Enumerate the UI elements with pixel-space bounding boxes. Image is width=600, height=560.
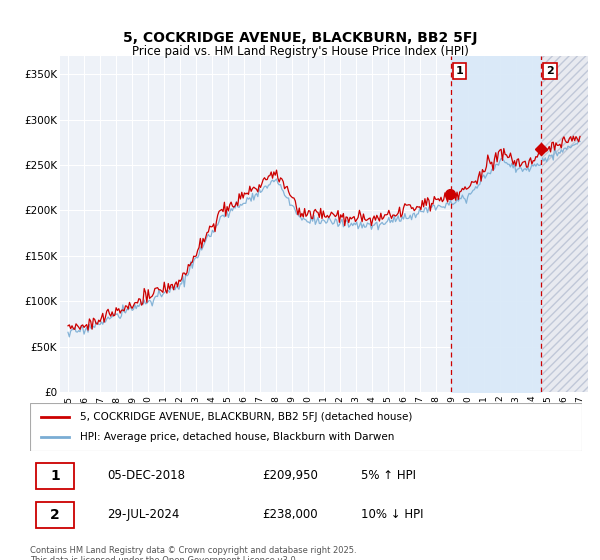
Text: 05-DEC-2018: 05-DEC-2018: [107, 469, 185, 482]
Text: £209,950: £209,950: [262, 469, 318, 482]
Text: 1: 1: [50, 469, 60, 483]
Text: 10% ↓ HPI: 10% ↓ HPI: [361, 508, 424, 521]
Text: £238,000: £238,000: [262, 508, 317, 521]
Text: HPI: Average price, detached house, Blackburn with Darwen: HPI: Average price, detached house, Blac…: [80, 432, 394, 442]
Text: Contains HM Land Registry data © Crown copyright and database right 2025.
This d: Contains HM Land Registry data © Crown c…: [30, 546, 356, 560]
Text: 2: 2: [50, 508, 60, 522]
Text: 5, COCKRIDGE AVENUE, BLACKBURN, BB2 5FJ: 5, COCKRIDGE AVENUE, BLACKBURN, BB2 5FJ: [123, 31, 477, 45]
Text: 2: 2: [546, 66, 554, 76]
Text: 5, COCKRIDGE AVENUE, BLACKBURN, BB2 5FJ (detached house): 5, COCKRIDGE AVENUE, BLACKBURN, BB2 5FJ …: [80, 412, 412, 422]
Text: 5% ↑ HPI: 5% ↑ HPI: [361, 469, 416, 482]
FancyBboxPatch shape: [35, 463, 74, 489]
Text: 1: 1: [455, 66, 463, 76]
Bar: [541, 29, 588, 392]
FancyBboxPatch shape: [35, 502, 74, 528]
Text: Price paid vs. HM Land Registry's House Price Index (HPI): Price paid vs. HM Land Registry's House …: [131, 45, 469, 58]
FancyBboxPatch shape: [30, 403, 582, 451]
Text: 29-JUL-2024: 29-JUL-2024: [107, 508, 179, 521]
